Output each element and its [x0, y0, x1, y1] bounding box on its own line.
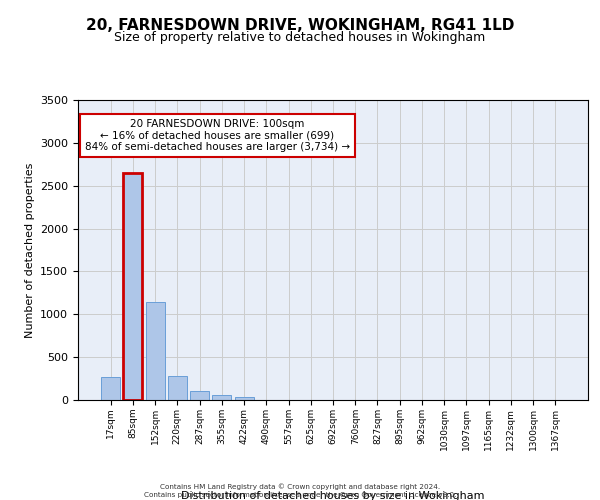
Text: 20, FARNESDOWN DRIVE, WOKINGHAM, RG41 1LD: 20, FARNESDOWN DRIVE, WOKINGHAM, RG41 1L… [86, 18, 514, 32]
Bar [168, 376, 187, 400]
X-axis label: Distribution of detached houses by size in Wokingham: Distribution of detached houses by size … [181, 492, 485, 500]
Bar [124, 173, 142, 400]
Bar [146, 302, 164, 400]
Y-axis label: Number of detached properties: Number of detached properties [25, 162, 35, 338]
Text: Contains HM Land Registry data © Crown copyright and database right 2024.
Contai: Contains HM Land Registry data © Crown c… [144, 484, 456, 498]
Bar [190, 392, 209, 400]
Text: Size of property relative to detached houses in Wokingham: Size of property relative to detached ho… [115, 31, 485, 44]
Bar [235, 397, 254, 400]
Text: 20 FARNESDOWN DRIVE: 100sqm
← 16% of detached houses are smaller (699)
84% of se: 20 FARNESDOWN DRIVE: 100sqm ← 16% of det… [85, 119, 350, 152]
Bar [101, 378, 120, 400]
Bar [212, 396, 231, 400]
